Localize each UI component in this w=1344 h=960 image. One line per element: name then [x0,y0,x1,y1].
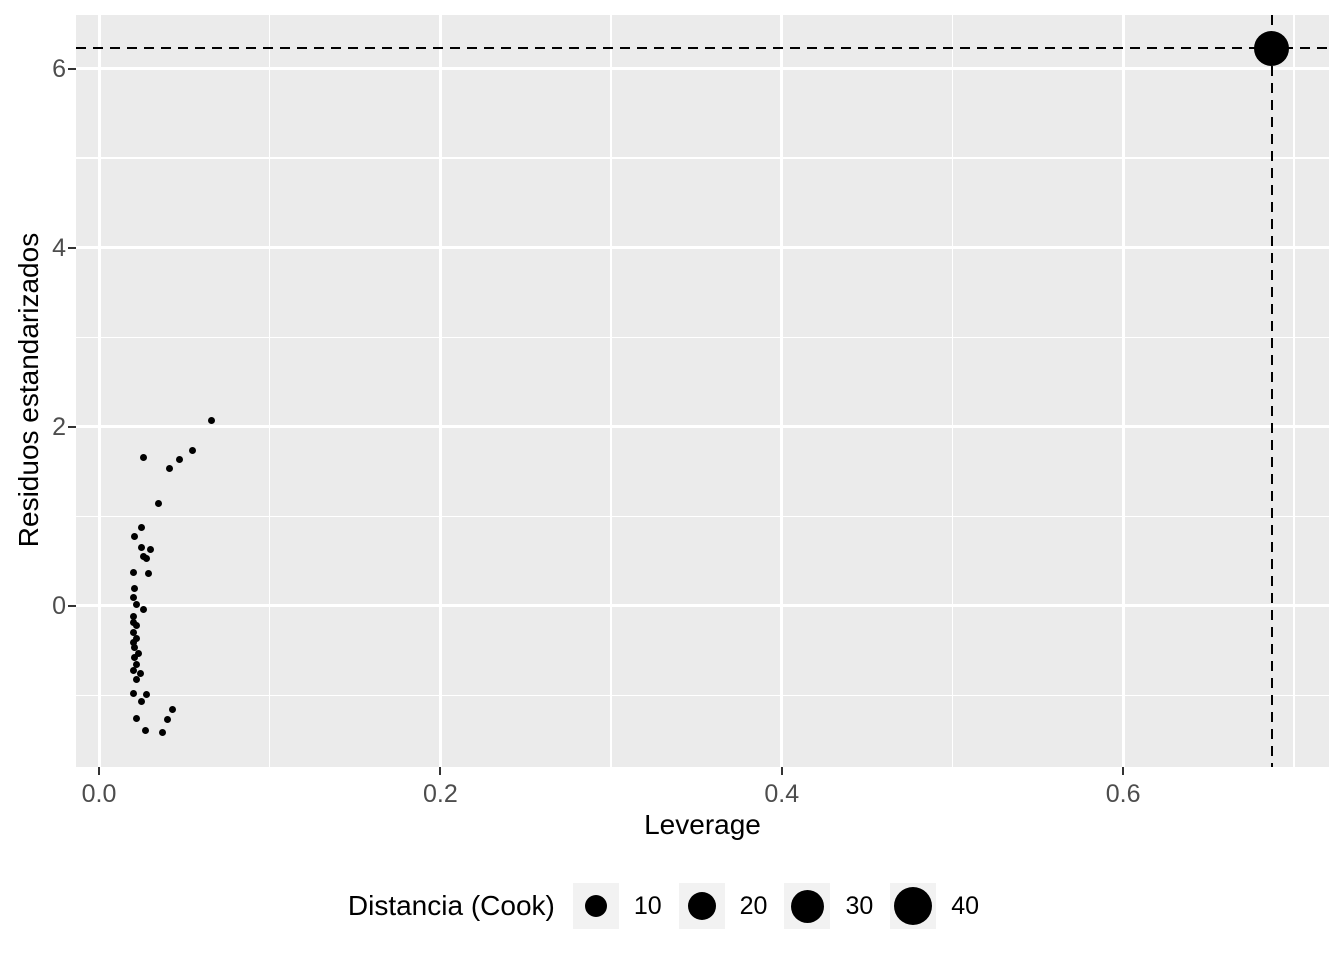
legend-label: 10 [633,891,662,920]
gridline-x-minor [1293,15,1295,767]
data-point [139,605,147,613]
data-point [143,554,151,562]
legend-key [890,883,937,929]
data-point [138,698,146,706]
y-tick-mark [68,246,76,249]
data-point [175,455,183,463]
gridline-y-major [76,425,1329,429]
legend-point-icon [894,887,933,925]
data-point [136,670,144,678]
gridline-x-minor [951,15,954,767]
gridline-y-minor [76,157,1329,159]
cooks-hline [76,47,1329,50]
legend-point-icon [584,895,607,917]
data-point [146,545,154,553]
data-point [129,629,137,637]
data-point [133,635,141,643]
data-point [133,660,141,668]
gridline-x-major [780,15,784,767]
data-point [129,569,137,577]
data-point [129,690,137,698]
data-point [163,716,171,724]
data-point [129,666,137,674]
data-point [133,675,141,683]
data-point [141,726,149,734]
y-tick-mark [68,425,76,428]
y-tick-mark [68,604,76,607]
data-point [145,570,153,578]
legend-point-icon [687,892,716,920]
legend-point-icon [790,889,824,923]
gridline-y-major [76,246,1329,250]
x-tick-mark [780,767,783,775]
x-tick-label: 0.0 [81,780,117,808]
data-point [129,639,137,647]
y-tick-label: 2 [52,412,66,441]
data-point [131,585,139,593]
data-point [129,594,137,602]
data-point [158,729,166,737]
legend-key [678,883,725,929]
x-tick-label: 0.2 [423,780,458,808]
legend-title: Distancia (Cook) [347,890,555,921]
data-point [208,417,216,425]
data-point [133,622,141,630]
x-tick-label: 0.4 [764,780,800,808]
data-point [134,649,142,657]
gridline-x-minor [268,15,271,767]
data-point [168,706,176,714]
y-tick-mark [68,67,76,70]
data-point [139,453,147,461]
legend-label: 40 [951,891,980,920]
data-point [131,533,139,541]
x-tick-label: 0.6 [1105,780,1141,808]
x-tick-mark [1122,767,1125,775]
legend-key [572,883,619,929]
y-tick-label: 4 [52,233,66,262]
data-point [189,446,197,454]
y-axis-title: Residuos estandarizados [13,232,44,548]
size-legend: Distancia (Cook) 10 20 30 40 [0,882,1344,930]
data-point [131,654,139,662]
cooks-vline [1270,15,1273,767]
x-tick-mark [439,767,442,775]
legend-label: 20 [739,891,768,920]
data-point [155,500,163,508]
legend-label: 30 [845,891,874,920]
y-tick-label: 0 [52,591,66,620]
outlier-point [1254,30,1290,66]
data-point [133,715,141,723]
legend-items: 10 20 30 40 [572,883,996,929]
gridline-y-major [76,604,1329,608]
data-point [138,524,146,532]
data-point [165,465,173,473]
gridline-x-minor [610,15,612,767]
gridline-y-minor [76,515,1329,518]
plot-panel [76,15,1329,767]
gridline-y-minor [76,336,1329,339]
x-axis-title: Leverage [644,809,761,840]
gridline-x-major [97,15,101,767]
legend-key [784,883,831,929]
data-point [129,613,137,621]
data-point [143,690,151,698]
data-point [138,544,146,552]
gridline-x-major [1121,15,1125,767]
y-tick-label: 6 [52,54,66,83]
x-tick-mark [98,767,101,775]
gridline-x-major [438,15,442,767]
gridline-y-minor [76,694,1329,697]
gridline-y-major [76,67,1329,71]
data-point [133,601,141,609]
data-point [131,643,139,651]
